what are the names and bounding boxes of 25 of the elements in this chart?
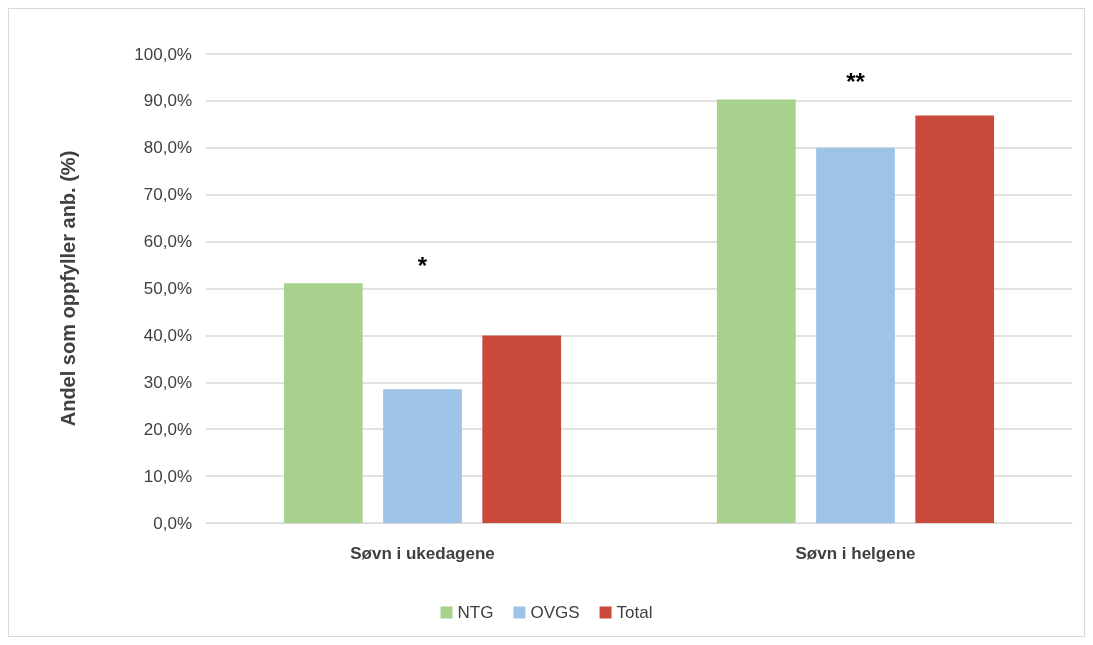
y-axis-title: Andel som oppfyller anb. (%)	[57, 150, 79, 427]
y-tick-label: 30,0%	[143, 372, 192, 392]
y-tick-label: 0,0%	[153, 513, 192, 533]
y-tick-label: 60,0%	[143, 232, 192, 252]
legend-label: OVGS	[530, 603, 580, 622]
legend-label: NTG	[457, 603, 494, 622]
legend-label: Total	[616, 603, 653, 622]
bar	[915, 115, 995, 523]
bar	[383, 389, 462, 523]
y-tick-label: 90,0%	[143, 91, 192, 111]
x-tick-label: Søvn i ukedagene	[350, 544, 495, 563]
annotation: *	[417, 251, 428, 279]
y-tick-label: 70,0%	[143, 185, 192, 205]
bar	[482, 335, 562, 523]
y-tick-label: 50,0%	[143, 279, 192, 298]
y-tick-label: 40,0%	[143, 325, 192, 345]
y-tick-label: 100,0%	[134, 44, 192, 64]
y-tick-label: 20,0%	[143, 419, 192, 439]
y-tick-label: 10,0%	[143, 466, 192, 486]
bar	[283, 283, 363, 523]
y-tick-label: 80,0%	[143, 138, 192, 158]
annotation: **	[846, 67, 866, 95]
x-tick-label: Søvn i helgene	[795, 544, 916, 563]
bar	[816, 147, 895, 523]
bar	[716, 99, 796, 523]
